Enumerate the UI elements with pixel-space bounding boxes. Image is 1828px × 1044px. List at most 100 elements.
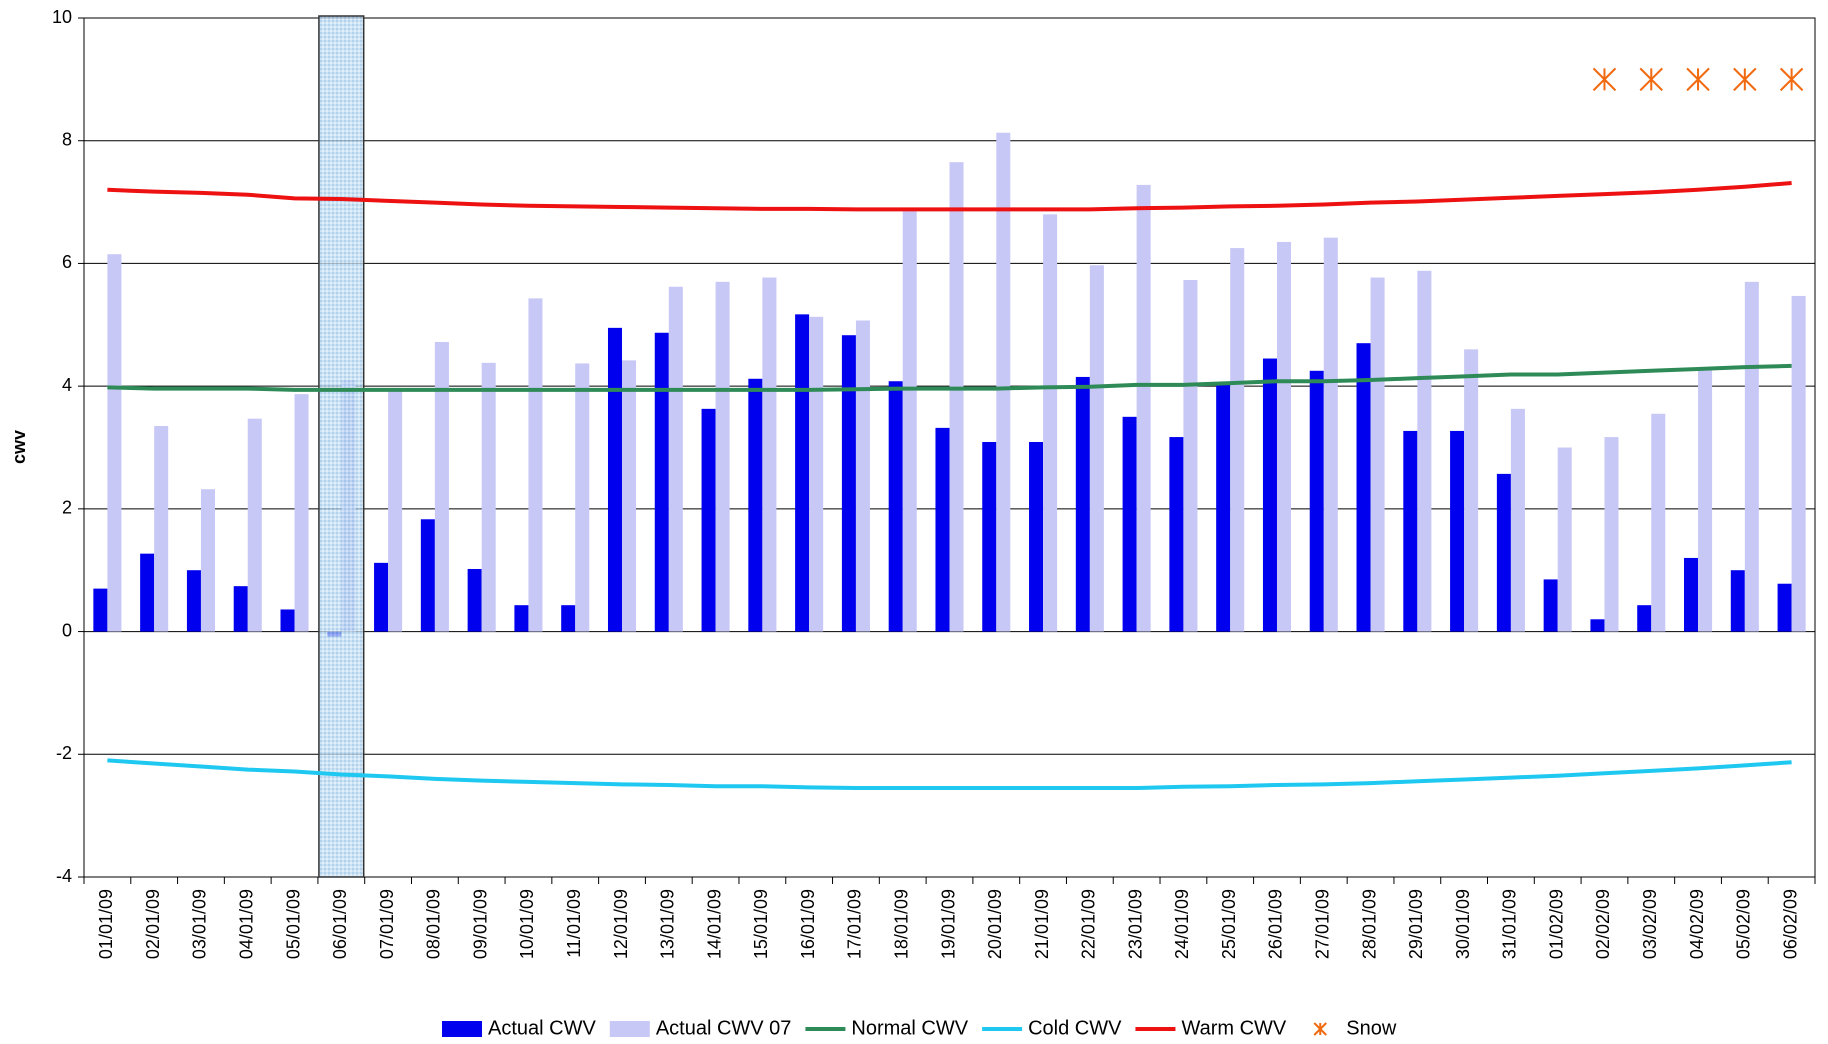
bar bbox=[1791, 295, 1806, 632]
x-tick-label: 24/01/09 bbox=[1172, 889, 1192, 959]
bar bbox=[561, 605, 576, 632]
bar bbox=[668, 286, 683, 632]
x-tick-label: 15/01/09 bbox=[751, 889, 771, 959]
bar bbox=[1637, 605, 1652, 632]
snow-marker bbox=[1779, 67, 1804, 92]
x-tick-label: 27/01/09 bbox=[1313, 889, 1333, 959]
line bbox=[107, 363, 1792, 392]
y-tick-label: 6 bbox=[62, 252, 72, 272]
x-tick-label: 01/02/09 bbox=[1546, 889, 1566, 959]
bar bbox=[762, 277, 777, 632]
bar bbox=[1043, 214, 1058, 632]
bar bbox=[186, 570, 201, 632]
x-tick-label: 23/01/09 bbox=[1125, 889, 1145, 959]
x-tick-label: 26/01/09 bbox=[1266, 889, 1286, 959]
bar bbox=[715, 281, 730, 632]
legend: Actual CWV Actual CWV 07 Normal CWV Cold CW… bbox=[442, 1017, 1397, 1039]
x-tick-label: 04/02/09 bbox=[1687, 889, 1707, 959]
bar bbox=[1464, 349, 1479, 632]
bar bbox=[233, 586, 248, 632]
x-tick-label: 01/01/09 bbox=[96, 889, 116, 959]
bar bbox=[1698, 369, 1713, 632]
legend-swatch bbox=[609, 1021, 650, 1037]
bar bbox=[1496, 473, 1511, 632]
x-tick-label: 31/01/09 bbox=[1500, 889, 1520, 959]
y-tick-label: 0 bbox=[62, 620, 72, 640]
legend-label: Actual CWV bbox=[488, 1017, 596, 1039]
x-tick-label: 06/02/09 bbox=[1780, 889, 1800, 959]
bar bbox=[902, 211, 917, 632]
x-tick-label: 17/01/09 bbox=[845, 889, 865, 959]
bar bbox=[388, 389, 403, 632]
x-tick-label: 03/01/09 bbox=[190, 889, 210, 959]
x-tick-label: 06/01/09 bbox=[330, 889, 350, 959]
y-tick-label: -4 bbox=[56, 866, 72, 886]
bar bbox=[1323, 237, 1338, 632]
bar bbox=[935, 427, 950, 632]
bar bbox=[701, 408, 716, 632]
bar bbox=[1262, 358, 1277, 632]
x-tick-label: 08/01/09 bbox=[424, 889, 444, 959]
bar bbox=[654, 332, 669, 632]
bar bbox=[294, 394, 309, 632]
bar bbox=[1557, 447, 1572, 632]
y-axis-label: cwv bbox=[9, 430, 29, 464]
bar bbox=[575, 363, 590, 632]
legend-label: Actual CWV 07 bbox=[656, 1017, 792, 1039]
bar bbox=[1417, 270, 1432, 632]
x-tick-label: 25/01/09 bbox=[1219, 889, 1239, 959]
bar bbox=[1590, 619, 1605, 632]
x-tick-label: 20/01/09 bbox=[985, 889, 1005, 959]
y-tick-label: -2 bbox=[56, 743, 72, 763]
bar bbox=[1730, 570, 1745, 632]
bar bbox=[1169, 437, 1184, 632]
snow-marker bbox=[1733, 67, 1757, 92]
x-tick-label: 21/01/09 bbox=[1032, 889, 1052, 959]
bar bbox=[1356, 343, 1371, 632]
snow-marker bbox=[1592, 67, 1617, 92]
x-tick-label: 14/01/09 bbox=[704, 889, 724, 959]
line bbox=[107, 181, 1792, 212]
bar bbox=[1450, 430, 1465, 632]
line bbox=[107, 758, 1792, 791]
x-tick-label: 19/01/09 bbox=[938, 889, 958, 959]
bar bbox=[1684, 557, 1699, 632]
bar bbox=[107, 254, 122, 632]
bar bbox=[140, 553, 155, 632]
x-tick-label: 03/02/09 bbox=[1640, 889, 1660, 959]
legend-swatch bbox=[1313, 1022, 1327, 1036]
legend-swatch bbox=[442, 1021, 482, 1037]
bar bbox=[514, 605, 529, 632]
y-tick-label: 2 bbox=[62, 498, 72, 518]
bar bbox=[247, 418, 262, 632]
x-tick-label: 16/01/09 bbox=[798, 889, 818, 959]
x-tick-label: 05/02/09 bbox=[1734, 889, 1754, 959]
x-tick-label: 02/01/09 bbox=[143, 889, 163, 959]
bar bbox=[1370, 277, 1385, 632]
bar bbox=[1510, 408, 1525, 632]
x-tick-label: 10/01/09 bbox=[517, 889, 537, 959]
y-tick-label: 8 bbox=[62, 129, 72, 149]
x-tick-label: 30/01/09 bbox=[1453, 889, 1473, 959]
bar bbox=[982, 441, 997, 632]
bar bbox=[1651, 413, 1666, 632]
bar bbox=[1744, 281, 1759, 632]
bar bbox=[528, 298, 543, 632]
x-tick-label: 12/01/09 bbox=[611, 889, 631, 959]
bar bbox=[1029, 441, 1044, 632]
bar bbox=[1230, 248, 1245, 632]
bar bbox=[1075, 376, 1090, 632]
bar bbox=[1777, 583, 1792, 632]
snow-marker bbox=[1686, 67, 1710, 92]
x-tick-label: 07/01/09 bbox=[377, 889, 397, 959]
bar bbox=[1309, 370, 1324, 632]
bar bbox=[93, 588, 108, 632]
plot-border bbox=[83, 17, 1816, 878]
bar bbox=[949, 162, 964, 632]
bar bbox=[888, 381, 903, 632]
bar bbox=[1403, 430, 1418, 632]
bar bbox=[809, 316, 824, 632]
bar bbox=[434, 341, 449, 632]
legend-label: Cold CWV bbox=[1028, 1017, 1122, 1039]
